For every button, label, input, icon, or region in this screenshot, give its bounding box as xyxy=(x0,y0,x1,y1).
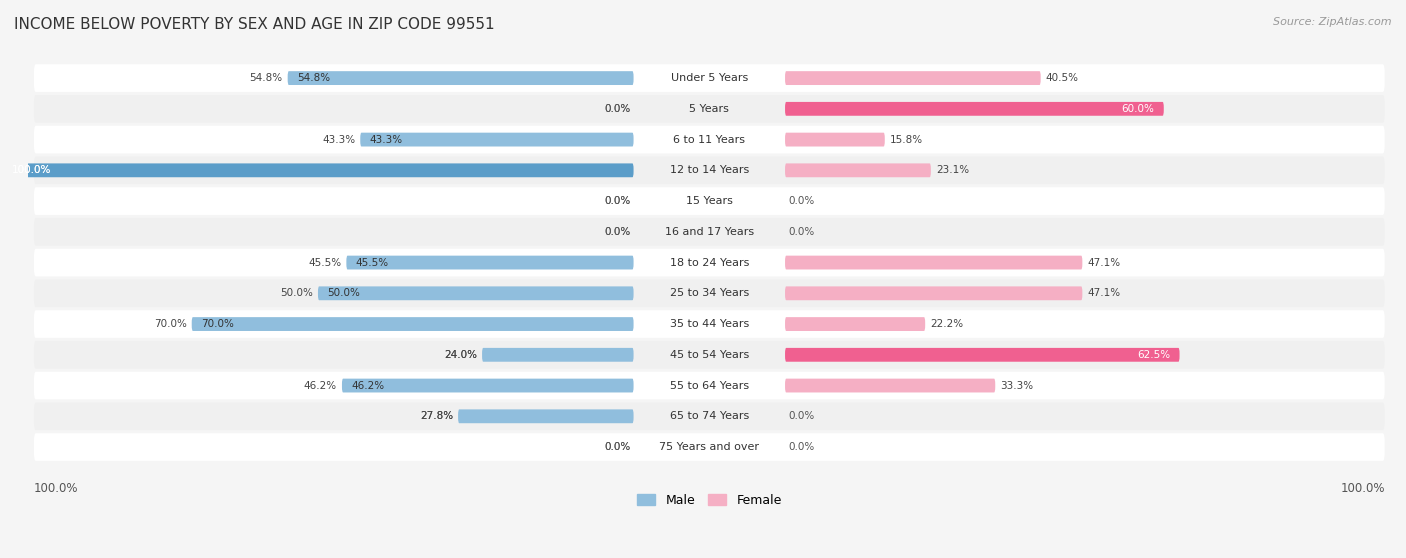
Legend: Male, Female: Male, Female xyxy=(631,489,787,512)
Text: 0.0%: 0.0% xyxy=(605,104,630,114)
Text: 0.0%: 0.0% xyxy=(789,442,814,452)
Text: 100.0%: 100.0% xyxy=(34,483,79,496)
FancyBboxPatch shape xyxy=(785,102,1164,116)
Text: 24.0%: 24.0% xyxy=(444,350,477,360)
Text: Source: ZipAtlas.com: Source: ZipAtlas.com xyxy=(1274,17,1392,27)
Text: 18 to 24 Years: 18 to 24 Years xyxy=(669,258,749,268)
FancyBboxPatch shape xyxy=(34,433,1385,461)
FancyBboxPatch shape xyxy=(34,126,1385,153)
Text: 100.0%: 100.0% xyxy=(1340,483,1385,496)
Text: INCOME BELOW POVERTY BY SEX AND AGE IN ZIP CODE 99551: INCOME BELOW POVERTY BY SEX AND AGE IN Z… xyxy=(14,17,495,32)
Text: 0.0%: 0.0% xyxy=(605,196,630,206)
FancyBboxPatch shape xyxy=(785,348,1180,362)
Text: 0.0%: 0.0% xyxy=(605,196,630,206)
Text: 70.0%: 70.0% xyxy=(201,319,233,329)
Text: Under 5 Years: Under 5 Years xyxy=(671,73,748,83)
Text: 0.0%: 0.0% xyxy=(605,227,630,237)
Text: 65 to 74 Years: 65 to 74 Years xyxy=(669,411,749,421)
FancyBboxPatch shape xyxy=(785,133,884,147)
FancyBboxPatch shape xyxy=(785,256,1083,270)
Text: 22.2%: 22.2% xyxy=(931,319,963,329)
Text: 40.5%: 40.5% xyxy=(1046,73,1078,83)
FancyBboxPatch shape xyxy=(34,218,1385,246)
FancyBboxPatch shape xyxy=(34,156,1385,184)
Text: 45.5%: 45.5% xyxy=(356,258,389,268)
Text: 50.0%: 50.0% xyxy=(328,288,360,299)
Text: 54.8%: 54.8% xyxy=(297,73,330,83)
Text: 55 to 64 Years: 55 to 64 Years xyxy=(669,381,749,391)
Text: 0.0%: 0.0% xyxy=(789,411,814,421)
Text: 100.0%: 100.0% xyxy=(11,165,51,175)
FancyBboxPatch shape xyxy=(34,310,1385,338)
Text: 12 to 14 Years: 12 to 14 Years xyxy=(669,165,749,175)
Text: 6 to 11 Years: 6 to 11 Years xyxy=(673,134,745,145)
FancyBboxPatch shape xyxy=(785,317,925,331)
FancyBboxPatch shape xyxy=(3,163,634,177)
FancyBboxPatch shape xyxy=(785,163,931,177)
Text: 60.0%: 60.0% xyxy=(1122,104,1154,114)
FancyBboxPatch shape xyxy=(34,402,1385,430)
Text: 15 Years: 15 Years xyxy=(686,196,733,206)
FancyBboxPatch shape xyxy=(785,379,995,392)
FancyBboxPatch shape xyxy=(785,71,1040,85)
Text: 47.1%: 47.1% xyxy=(1087,258,1121,268)
Text: 0.0%: 0.0% xyxy=(605,442,630,452)
Text: 62.5%: 62.5% xyxy=(1137,350,1170,360)
Text: 27.8%: 27.8% xyxy=(420,411,453,421)
Text: 100.0%: 100.0% xyxy=(11,165,51,175)
Text: 16 and 17 Years: 16 and 17 Years xyxy=(665,227,754,237)
FancyBboxPatch shape xyxy=(34,249,1385,276)
FancyBboxPatch shape xyxy=(34,64,1385,92)
Text: 27.8%: 27.8% xyxy=(420,411,453,421)
FancyBboxPatch shape xyxy=(342,379,634,392)
FancyBboxPatch shape xyxy=(288,71,634,85)
Text: 15.8%: 15.8% xyxy=(890,134,922,145)
FancyBboxPatch shape xyxy=(191,317,634,331)
Text: 0.0%: 0.0% xyxy=(789,227,814,237)
Text: 24.0%: 24.0% xyxy=(444,350,477,360)
Text: 45.5%: 45.5% xyxy=(308,258,342,268)
Text: 47.1%: 47.1% xyxy=(1087,288,1121,299)
Text: 70.0%: 70.0% xyxy=(153,319,187,329)
Text: 75 Years and over: 75 Years and over xyxy=(659,442,759,452)
Text: 5 Years: 5 Years xyxy=(689,104,730,114)
Text: 23.1%: 23.1% xyxy=(936,165,969,175)
Text: 0.0%: 0.0% xyxy=(789,196,814,206)
Text: 45 to 54 Years: 45 to 54 Years xyxy=(669,350,749,360)
Text: 0.0%: 0.0% xyxy=(605,104,630,114)
Text: 50.0%: 50.0% xyxy=(280,288,314,299)
Text: 0.0%: 0.0% xyxy=(605,227,630,237)
FancyBboxPatch shape xyxy=(34,187,1385,215)
FancyBboxPatch shape xyxy=(785,286,1083,300)
Text: 46.2%: 46.2% xyxy=(352,381,385,391)
Text: 33.3%: 33.3% xyxy=(1000,381,1033,391)
FancyBboxPatch shape xyxy=(346,256,634,270)
Text: 54.8%: 54.8% xyxy=(249,73,283,83)
Text: 43.3%: 43.3% xyxy=(370,134,404,145)
Text: 25 to 34 Years: 25 to 34 Years xyxy=(669,288,749,299)
FancyBboxPatch shape xyxy=(34,95,1385,123)
Text: 43.3%: 43.3% xyxy=(322,134,356,145)
FancyBboxPatch shape xyxy=(34,341,1385,369)
FancyBboxPatch shape xyxy=(34,280,1385,307)
FancyBboxPatch shape xyxy=(360,133,634,147)
FancyBboxPatch shape xyxy=(482,348,634,362)
Text: 46.2%: 46.2% xyxy=(304,381,337,391)
Text: 35 to 44 Years: 35 to 44 Years xyxy=(669,319,749,329)
Text: 0.0%: 0.0% xyxy=(605,442,630,452)
FancyBboxPatch shape xyxy=(34,372,1385,400)
FancyBboxPatch shape xyxy=(318,286,634,300)
FancyBboxPatch shape xyxy=(458,410,634,423)
